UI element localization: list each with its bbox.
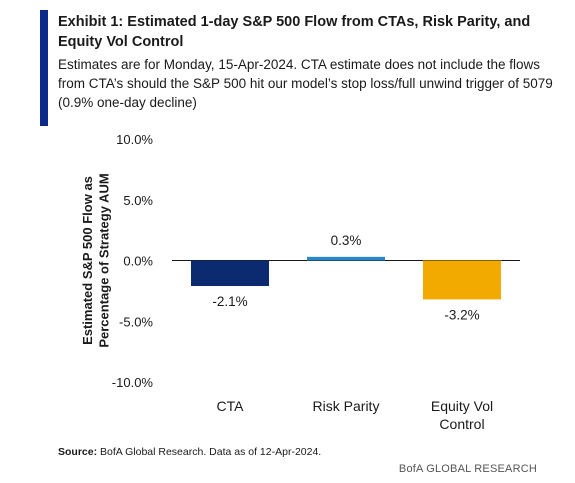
y-axis-ticks: 10.0% 5.0% 0.0% -5.0% -10.0% [112,132,154,390]
data-label: -3.2% [444,307,479,322]
bar-risk-parity [307,256,385,261]
x-tick-label: Equity Vol Control [431,398,493,432]
data-label: 0.3% [331,233,362,248]
y-tick-label: 5.0% [123,193,153,208]
brand-footer: BofA GLOBAL RESEARCH [398,463,537,475]
y-tick-label: 0.0% [123,254,153,269]
source-note: Source: BofA Global Research. Data as of… [58,446,321,458]
source-text: BofA Global Research. Data as of 12-Apr-… [97,446,322,458]
bar-cta [191,260,269,287]
y-tick-label: -5.0% [119,314,153,329]
y-axis-label: Estimated S&P 500 Flow asPercentage of S… [80,173,111,347]
x-axis-labels: CTA Risk Parity Equity Vol Control [217,398,494,432]
exhibit-subtitle: Estimates are for Monday, 15-Apr-2024. C… [58,57,553,110]
data-label: -2.1% [212,294,247,309]
data-labels-group: -2.1% 0.3% -3.2% [212,233,479,323]
source-label: Source: [58,446,98,458]
exhibit-title: Exhibit 1: Estimated 1-day S&P 500 Flow … [58,14,531,50]
y-tick-label: -10.0% [112,375,154,390]
bars-group [191,256,501,300]
x-tick-label: Risk Parity [313,398,380,414]
x-tick-label: CTA [217,398,245,414]
bar-equity-vol-control [423,260,501,300]
y-tick-label: 10.0% [116,132,153,147]
exhibit-accent-bar [40,10,48,126]
